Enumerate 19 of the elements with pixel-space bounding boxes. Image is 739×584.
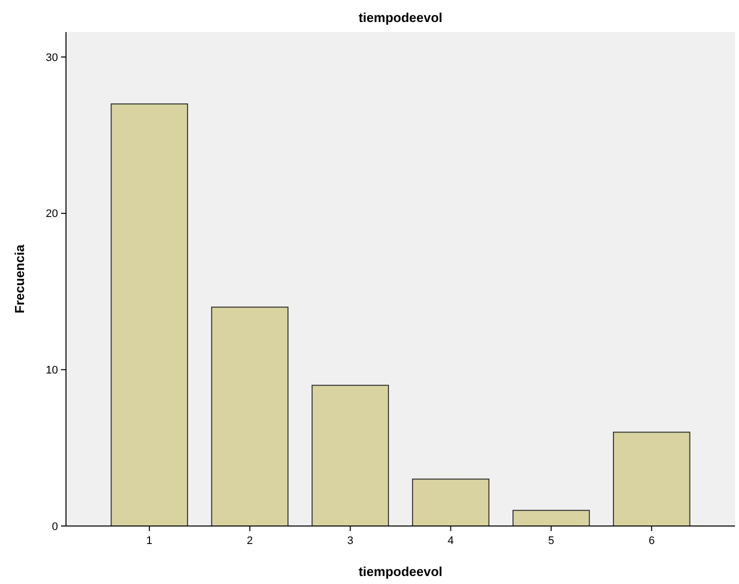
- bar: [211, 306, 288, 526]
- y-tick-label: 0: [52, 520, 58, 533]
- chart-title: tiempodeevol: [358, 10, 442, 25]
- x-tick-label: 1: [146, 535, 152, 547]
- bar: [512, 510, 590, 526]
- bar: [312, 384, 389, 526]
- bar: [110, 103, 188, 526]
- x-tick-label: 6: [648, 535, 655, 547]
- x-axis-title: tiempodeevol: [358, 564, 442, 579]
- y-tick-label: 20: [46, 208, 58, 220]
- x-tick-label: 3: [347, 535, 354, 547]
- x-tick-label: 4: [448, 535, 454, 547]
- y-tick-label: 10: [46, 364, 58, 377]
- bar: [412, 478, 490, 526]
- y-axis-title: Frecuencia: [12, 244, 27, 314]
- y-tick-label: 30: [46, 52, 58, 64]
- bar: [612, 432, 690, 526]
- x-tick-label: 5: [548, 535, 554, 547]
- x-tick-label: 2: [246, 535, 253, 547]
